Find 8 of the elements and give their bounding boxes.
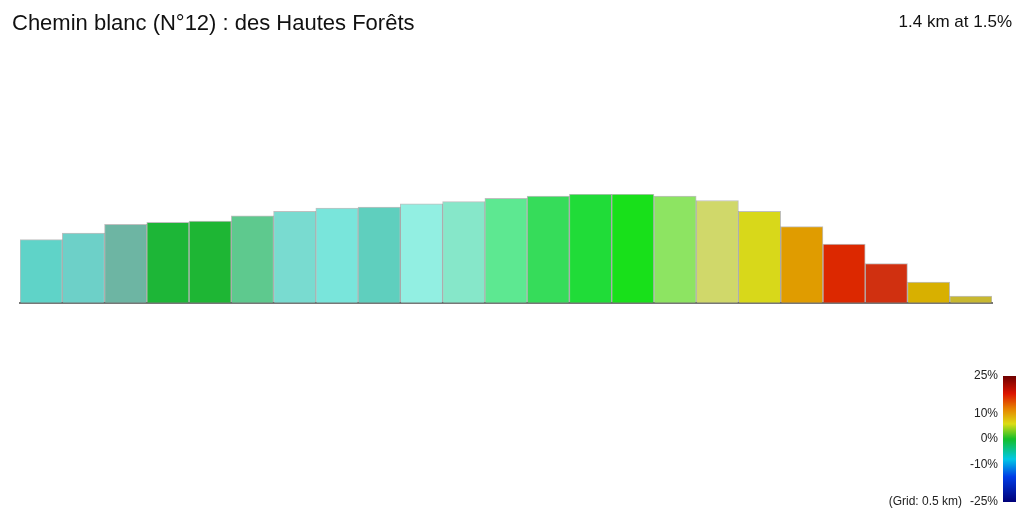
text: (Grid: 0.5 km) bbox=[888, 494, 962, 508]
color-bar-label: 10% bbox=[973, 406, 999, 421]
color-bar-label: -25% bbox=[969, 494, 999, 509]
color-bar-label: -10% bbox=[969, 456, 999, 471]
color-bar-label: 25% bbox=[973, 368, 999, 383]
chart-subtitle: 1.4 km at 1.5% bbox=[898, 12, 1012, 32]
chart-title: Chemin blanc (N°12) : des Hautes Forêts bbox=[12, 10, 415, 36]
color-bar-label: 0% bbox=[980, 431, 999, 446]
